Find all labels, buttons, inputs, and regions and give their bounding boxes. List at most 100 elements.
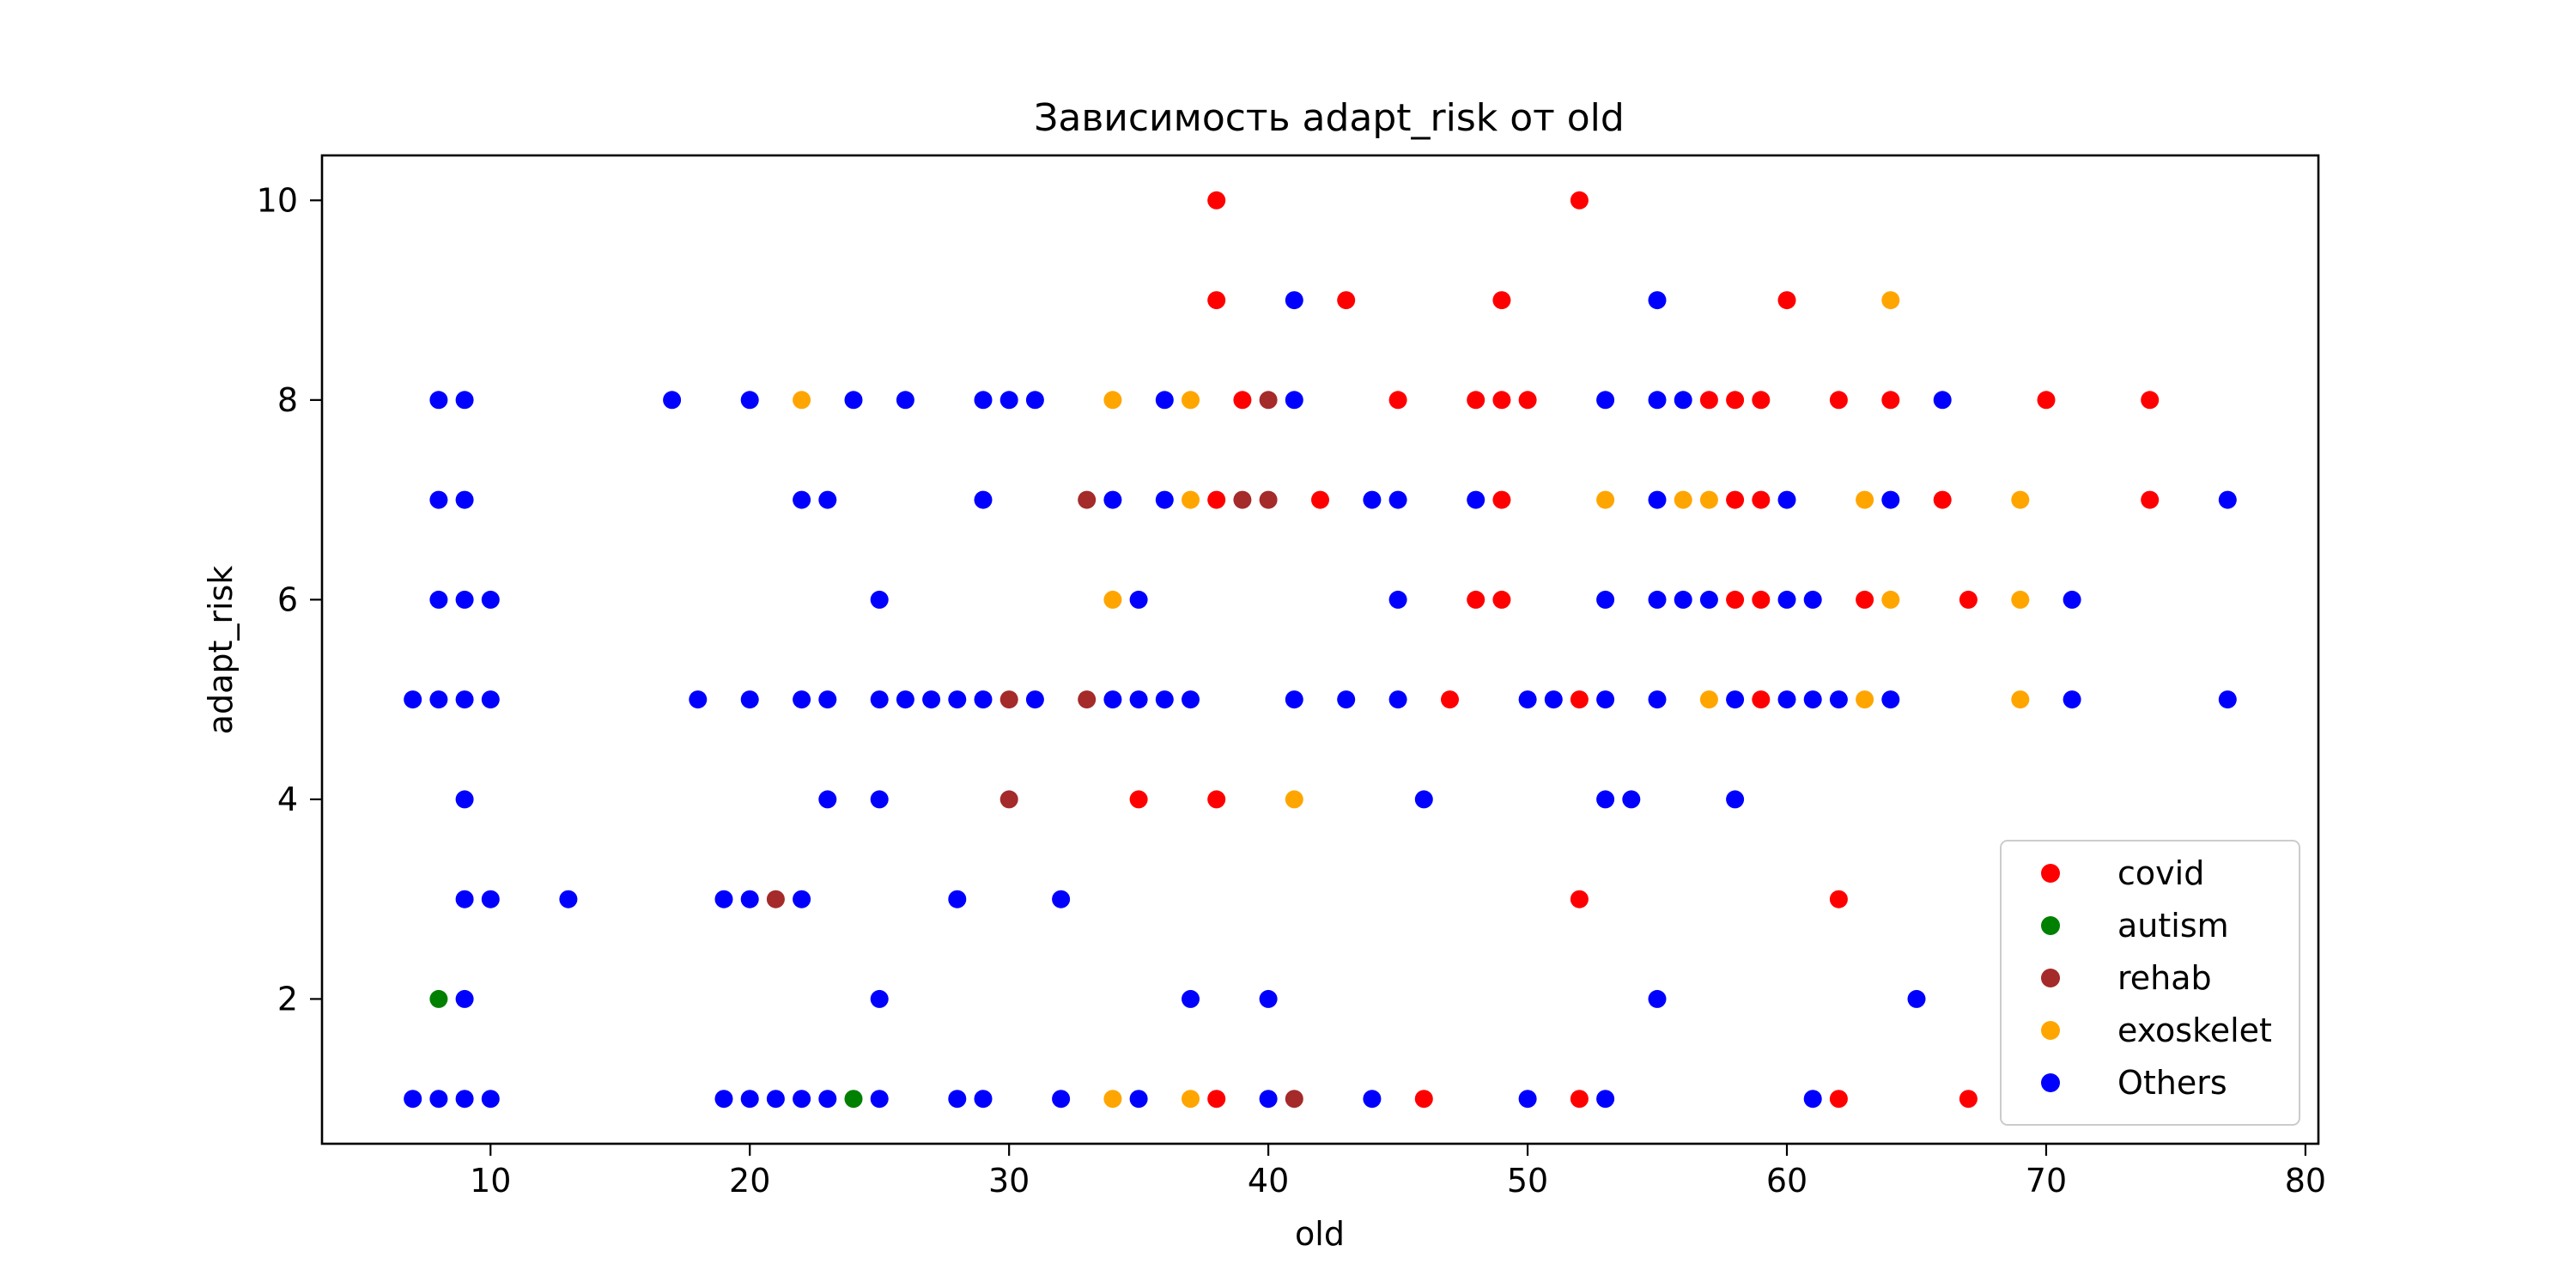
- point-others: [455, 1090, 474, 1109]
- point-others: [455, 690, 474, 709]
- point-covid: [1570, 690, 1589, 709]
- point-others: [2063, 690, 2081, 709]
- point-others: [948, 890, 967, 908]
- point-covid: [1467, 391, 1485, 410]
- point-covid: [1492, 590, 1511, 609]
- point-others: [1414, 790, 1433, 809]
- point-covid: [1207, 191, 1226, 210]
- x-tick-label: 50: [1507, 1162, 1548, 1200]
- point-others: [896, 690, 914, 709]
- point-others: [429, 1090, 448, 1109]
- point-covid: [1207, 291, 1226, 310]
- point-covid: [1959, 1090, 1978, 1109]
- point-others: [1622, 790, 1641, 809]
- point-others: [1129, 1090, 1148, 1109]
- point-covid: [1699, 391, 1718, 410]
- point-exoskelet: [1103, 1090, 1122, 1109]
- x-tick-label: 20: [729, 1162, 770, 1200]
- legend-marker: [2041, 916, 2060, 935]
- point-exoskelet: [1881, 590, 1900, 609]
- point-covid: [1337, 291, 1356, 310]
- point-others: [1285, 291, 1303, 310]
- point-others: [870, 989, 889, 1008]
- point-exoskelet: [1856, 490, 1874, 509]
- point-covid: [1467, 590, 1485, 609]
- point-others: [1777, 590, 1796, 609]
- point-others: [793, 690, 811, 709]
- point-others: [1881, 690, 1900, 709]
- point-others: [1388, 590, 1407, 609]
- point-others: [1129, 690, 1148, 709]
- point-covid: [1233, 391, 1252, 410]
- point-rehab: [1285, 1090, 1303, 1109]
- point-others: [1596, 590, 1615, 609]
- point-covid: [1829, 1090, 1848, 1109]
- point-others: [1467, 490, 1485, 509]
- point-others: [922, 690, 941, 709]
- point-others: [1777, 490, 1796, 509]
- point-others: [559, 890, 578, 908]
- y-axis: 2 4 6 8 10: [257, 181, 322, 1018]
- point-others: [1648, 989, 1667, 1008]
- point-exoskelet: [1596, 490, 1615, 509]
- point-others: [714, 1090, 733, 1109]
- point-others: [793, 890, 811, 908]
- point-others: [1596, 1090, 1615, 1109]
- legend-marker: [2041, 864, 2060, 883]
- point-others: [974, 490, 993, 509]
- point-exoskelet: [1182, 1090, 1200, 1109]
- point-others: [1648, 391, 1667, 410]
- point-others: [1518, 690, 1537, 709]
- point-rehab: [1078, 690, 1097, 709]
- point-others: [870, 690, 889, 709]
- point-others: [1103, 690, 1122, 709]
- point-others: [455, 790, 474, 809]
- point-others: [1726, 790, 1745, 809]
- point-others: [2063, 590, 2081, 609]
- point-covid: [1777, 291, 1796, 310]
- point-others: [429, 590, 448, 609]
- point-others: [793, 490, 811, 509]
- point-covid: [1752, 590, 1771, 609]
- point-covid: [1959, 590, 1978, 609]
- point-others: [766, 1090, 785, 1109]
- legend: covid autism rehab exoskelet Others: [2000, 840, 2300, 1126]
- point-exoskelet: [1182, 391, 1200, 410]
- point-others: [740, 690, 759, 709]
- point-others: [1155, 690, 1174, 709]
- point-exoskelet: [2011, 490, 2030, 509]
- legend-item-others: Others: [2041, 1064, 2227, 1102]
- point-others: [1726, 690, 1745, 709]
- point-others: [455, 989, 474, 1008]
- point-rehab: [1078, 490, 1097, 509]
- point-exoskelet: [2011, 690, 2030, 709]
- point-others: [2218, 690, 2237, 709]
- point-others: [1155, 391, 1174, 410]
- point-exoskelet: [2011, 590, 2030, 609]
- series-covid: [1129, 191, 2160, 1109]
- x-tick-label: 60: [1766, 1162, 1807, 1200]
- legend-marker: [2041, 1021, 2060, 1040]
- point-others: [1544, 690, 1563, 709]
- point-others: [1155, 490, 1174, 509]
- point-others: [1285, 391, 1303, 410]
- point-covid: [1570, 890, 1589, 908]
- point-covid: [1856, 590, 1874, 609]
- point-others: [1129, 590, 1148, 609]
- point-others: [1337, 690, 1356, 709]
- point-others: [1699, 590, 1718, 609]
- legend-box: [2000, 840, 2300, 1126]
- legend-marker: [2041, 1073, 2060, 1092]
- plot-area: [404, 191, 2237, 1109]
- series-others: [404, 291, 2237, 1109]
- point-others: [481, 690, 500, 709]
- point-autism: [844, 1090, 863, 1109]
- x-tick-label: 30: [988, 1162, 1030, 1200]
- point-others: [1025, 690, 1044, 709]
- point-others: [844, 391, 863, 410]
- point-exoskelet: [1881, 291, 1900, 310]
- point-covid: [1207, 490, 1226, 509]
- point-exoskelet: [1699, 490, 1718, 509]
- point-others: [429, 391, 448, 410]
- x-axis: 10 20 30 40 50 60 70 80: [470, 1144, 2326, 1200]
